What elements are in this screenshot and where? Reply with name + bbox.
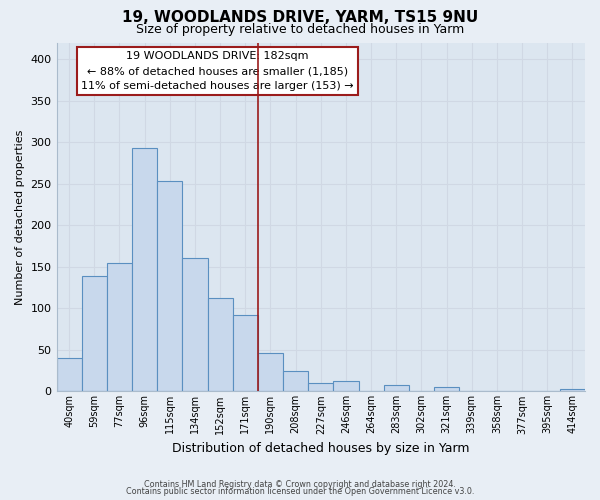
Bar xyxy=(157,181,182,392)
Text: 19 WOODLANDS DRIVE: 182sqm
← 88% of detached houses are smaller (1,185)
11% of s: 19 WOODLANDS DRIVE: 182sqm ← 88% of deta… xyxy=(82,51,354,91)
Bar xyxy=(82,276,107,392)
Bar xyxy=(258,353,283,392)
Text: Contains HM Land Registry data © Crown copyright and database right 2024.: Contains HM Land Registry data © Crown c… xyxy=(144,480,456,489)
Text: Size of property relative to detached houses in Yarm: Size of property relative to detached ho… xyxy=(136,22,464,36)
Bar xyxy=(434,387,459,392)
Bar xyxy=(560,389,585,392)
Bar xyxy=(56,358,82,392)
Text: 19, WOODLANDS DRIVE, YARM, TS15 9NU: 19, WOODLANDS DRIVE, YARM, TS15 9NU xyxy=(122,10,478,25)
Bar xyxy=(107,262,132,392)
X-axis label: Distribution of detached houses by size in Yarm: Distribution of detached houses by size … xyxy=(172,442,470,455)
Bar xyxy=(233,315,258,392)
Bar xyxy=(208,298,233,392)
Bar xyxy=(308,383,334,392)
Bar xyxy=(182,258,208,392)
Y-axis label: Number of detached properties: Number of detached properties xyxy=(15,130,25,304)
Bar xyxy=(383,384,409,392)
Bar xyxy=(334,380,359,392)
Bar xyxy=(283,370,308,392)
Text: Contains public sector information licensed under the Open Government Licence v3: Contains public sector information licen… xyxy=(126,487,474,496)
Bar xyxy=(132,148,157,392)
